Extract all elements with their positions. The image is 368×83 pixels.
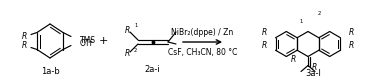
Text: NiBr₂(dppe) / Zn: NiBr₂(dppe) / Zn	[171, 27, 234, 37]
Text: 1: 1	[299, 19, 302, 23]
Text: 2: 2	[134, 47, 137, 53]
Text: R: R	[312, 63, 317, 72]
Text: TMS: TMS	[80, 36, 96, 45]
Text: R: R	[262, 41, 268, 50]
Text: R: R	[348, 28, 354, 37]
Text: R: R	[125, 49, 130, 59]
Text: 2a-i: 2a-i	[144, 65, 160, 75]
Text: 1a-b: 1a-b	[40, 66, 59, 76]
Text: +: +	[98, 36, 108, 46]
Text: OTf: OTf	[80, 39, 93, 48]
Text: 1: 1	[134, 22, 137, 27]
Text: CsF, CH₃CN, 80 °C: CsF, CH₃CN, 80 °C	[168, 47, 237, 57]
Text: R: R	[262, 28, 268, 37]
Text: R: R	[22, 32, 27, 41]
Text: 2: 2	[318, 11, 321, 16]
Text: R: R	[291, 55, 296, 64]
Text: R: R	[348, 41, 354, 50]
Text: R: R	[125, 25, 130, 35]
Text: 3a-l: 3a-l	[305, 69, 321, 79]
Text: R: R	[22, 41, 27, 50]
